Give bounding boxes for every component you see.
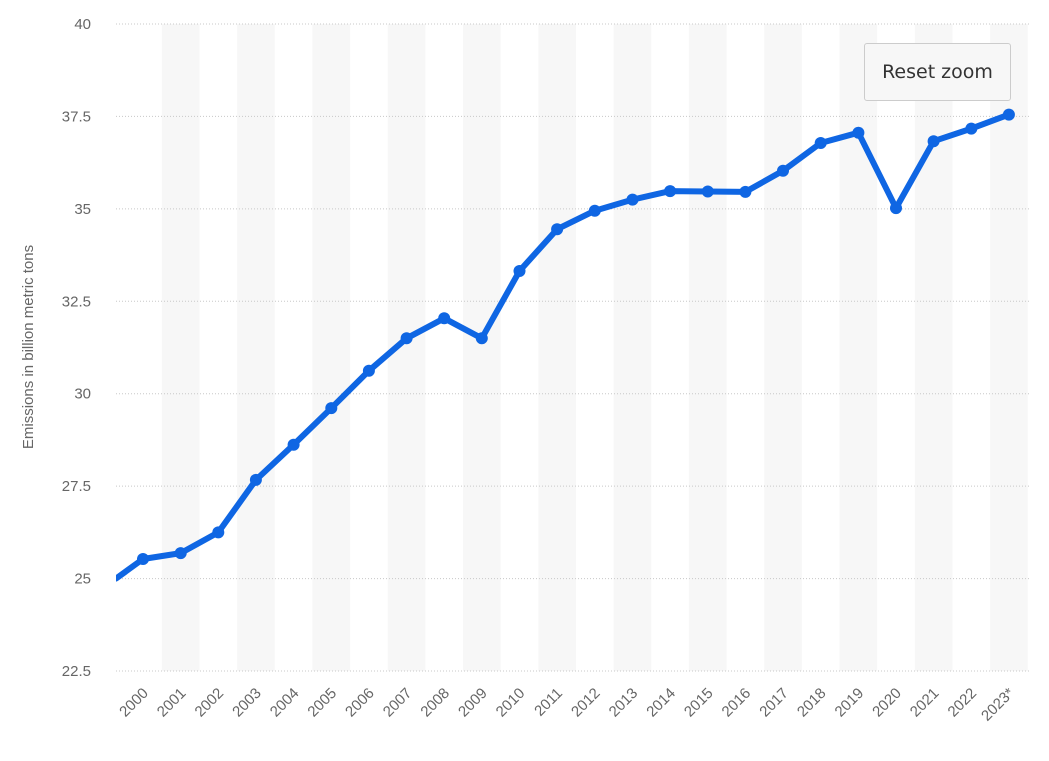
data-point[interactable]	[852, 126, 865, 139]
data-point[interactable]	[890, 202, 902, 215]
data-point[interactable]	[701, 185, 714, 198]
x-tick-label: 2006	[342, 685, 378, 721]
x-axis-tick-labels: 2000 2001 2002 2003 2004 2005 2006 2007 2008 2009…	[116, 685, 1018, 725]
data-point[interactable]	[777, 164, 789, 177]
x-tick-label: 2017	[756, 685, 792, 721]
x-tick-label: 2002	[192, 685, 228, 721]
y-tick-label: 22.5	[62, 663, 91, 680]
data-point[interactable]	[739, 185, 752, 198]
x-tick-label: 2023*	[978, 685, 1018, 725]
category-band	[463, 24, 501, 671]
x-tick-label: 2013	[606, 685, 642, 721]
series-line-group	[116, 108, 1015, 582]
x-tick-label: 2011	[531, 685, 566, 720]
data-point[interactable]	[927, 135, 940, 148]
x-tick-label: 2009	[455, 685, 491, 721]
category-band	[538, 24, 576, 671]
category-band	[688, 24, 727, 671]
x-tick-label: 2001	[154, 685, 190, 721]
data-point[interactable]	[362, 364, 375, 377]
x-tick-label: 2016	[719, 685, 755, 721]
x-tick-label: 2005	[304, 685, 340, 721]
category-band	[613, 24, 652, 671]
x-tick-label: 2021	[907, 685, 943, 721]
x-tick-label: 2019	[832, 685, 868, 721]
x-tick-label: 2015	[681, 685, 717, 721]
data-point[interactable]	[551, 223, 564, 236]
data-point[interactable]	[626, 193, 639, 206]
y-tick-label: 30	[74, 386, 91, 403]
category-band	[312, 24, 351, 671]
data-point[interactable]	[475, 332, 488, 345]
data-point[interactable]	[400, 332, 413, 345]
data-point[interactable]	[287, 438, 300, 451]
category-band	[161, 24, 200, 671]
y-tick-label: 27.5	[62, 478, 91, 495]
y-tick-label: 25	[74, 571, 91, 588]
x-tick-label: 2010	[493, 685, 529, 721]
category-band	[914, 24, 953, 671]
category-band	[990, 24, 1028, 671]
y-axis-tick-labels: 22.5 25 27.5 30 32.5 35 37.5 40	[62, 16, 91, 680]
data-point[interactable]	[814, 137, 827, 149]
y-tick-label: 40	[74, 16, 91, 33]
y-tick-label: 35	[74, 201, 91, 218]
category-band	[237, 24, 275, 671]
data-point[interactable]	[174, 547, 187, 560]
x-tick-label: 2022	[945, 685, 981, 721]
data-point[interactable]	[137, 553, 149, 565]
x-tick-label: 2018	[794, 685, 830, 721]
data-point[interactable]	[513, 265, 526, 277]
data-point[interactable]	[325, 402, 338, 415]
y-tick-label: 32.5	[62, 293, 91, 310]
x-tick-label: 2020	[869, 685, 905, 721]
data-point[interactable]	[212, 526, 225, 539]
x-tick-label: 2004	[267, 685, 303, 721]
data-point[interactable]	[1002, 108, 1015, 121]
x-tick-label: 2003	[229, 685, 265, 721]
y-tick-label: 37.5	[62, 108, 91, 125]
data-point[interactable]	[438, 312, 451, 325]
data-point[interactable]	[588, 204, 601, 217]
data-point[interactable]	[664, 185, 677, 198]
x-tick-label: 2012	[568, 685, 604, 721]
x-tick-label: 2014	[643, 685, 679, 721]
x-tick-label: 2007	[380, 685, 416, 721]
data-point[interactable]	[249, 473, 262, 486]
x-tick-label: 2000	[116, 685, 152, 721]
alternating-bands	[161, 24, 1028, 671]
category-band	[764, 24, 802, 671]
gridlines	[116, 23, 1030, 672]
data-point[interactable]	[965, 122, 978, 135]
y-axis-title: Emissions in billion metric tons	[20, 245, 37, 449]
reset-zoom-button[interactable]: Reset zoom	[864, 43, 1011, 101]
category-band	[839, 24, 878, 671]
x-tick-label: 2008	[417, 685, 453, 721]
